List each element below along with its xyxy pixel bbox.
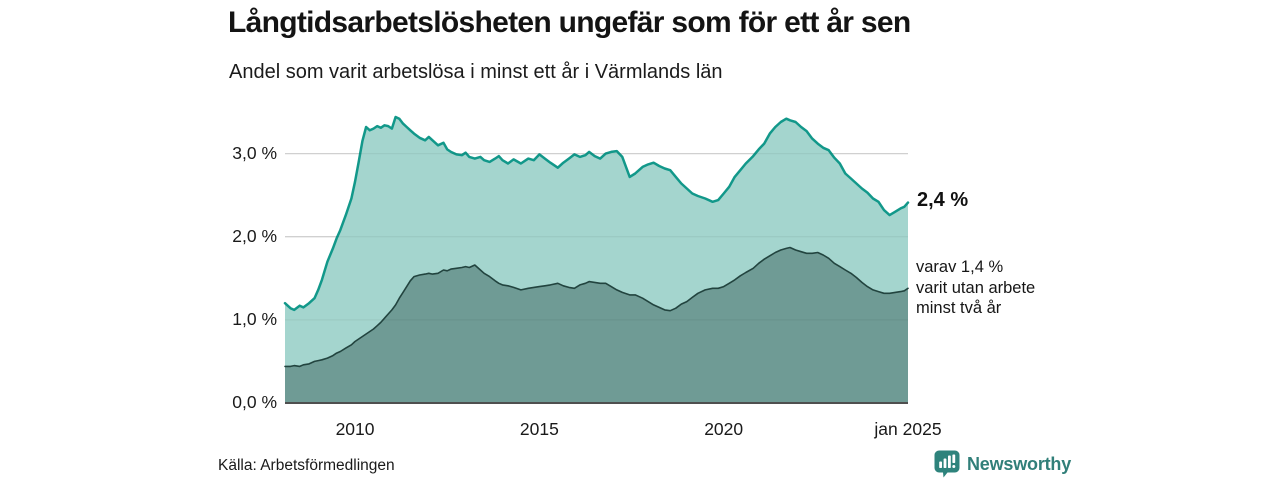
annotation-line: varit utan arbete bbox=[916, 278, 1036, 297]
annotation-line: minst två år bbox=[916, 299, 1002, 318]
y-axis-tick-label: 2,0 % bbox=[232, 225, 277, 246]
newsworthy-bars-icon bbox=[934, 450, 960, 478]
chart-subtitle: Andel som varit arbetslösa i minst ett å… bbox=[229, 61, 723, 83]
x-axis-tick-label: jan 2025 bbox=[874, 419, 942, 439]
x-axis-tick-label: 2010 bbox=[335, 419, 375, 439]
annotation-line: varav 1,4 % bbox=[916, 258, 1004, 277]
latest-value-label: 2,4 % bbox=[917, 188, 969, 211]
source-credit: Källa: Arbetsförmedlingen bbox=[218, 457, 395, 474]
y-axis-tick-label: 0,0 % bbox=[232, 392, 277, 412]
x-axis-tick-label: 2015 bbox=[519, 419, 559, 439]
area-chart bbox=[283, 115, 910, 404]
y-axis-tick-label: 1,0 % bbox=[232, 308, 277, 329]
y-axis-tick-label: 3,0 % bbox=[232, 142, 277, 163]
brand-name: Newsworthy bbox=[967, 453, 1072, 474]
x-axis-tick-label: 2020 bbox=[704, 419, 744, 439]
chart-title: Långtidsarbetslösheten ungefär som för e… bbox=[228, 6, 911, 39]
plot-area bbox=[283, 112, 910, 404]
newsworthy-logo: Newsworthy bbox=[934, 450, 1071, 478]
secondary-series-annotation: varav 1,4 % varit utan arbete minst två … bbox=[916, 257, 1035, 319]
